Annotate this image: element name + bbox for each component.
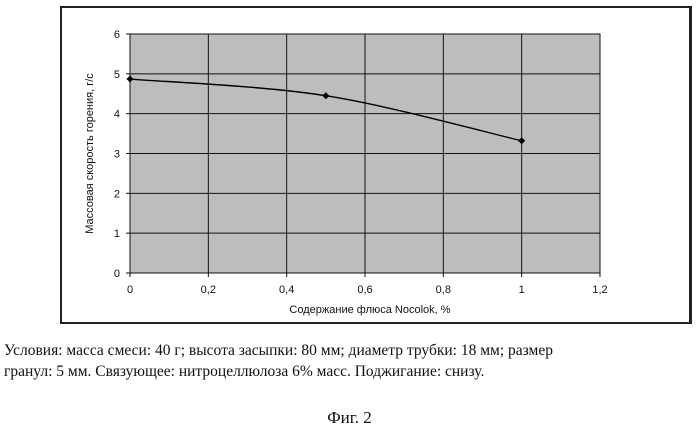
x-tick-label: 1,2: [592, 284, 607, 296]
y-tick-label: 4: [114, 109, 120, 121]
x-tick-label: 0: [127, 284, 133, 296]
x-tick-label: 0,8: [436, 284, 451, 296]
caption-line-1: Условия: масса смеси: 40 г; высота засып…: [4, 340, 694, 361]
y-tick-label: 1: [114, 228, 120, 240]
x-tick-label: 0,6: [357, 284, 372, 296]
y-tick-label: 0: [114, 268, 120, 280]
y-tick-labels: 0 1 2 3 4 5 6: [114, 29, 120, 280]
y-axis-title: Массовая скорость горения, г/с: [84, 73, 96, 234]
x-tick-label: 0,4: [279, 284, 294, 296]
x-tick-label: 1: [519, 284, 525, 296]
caption-line-2: гранул: 5 мм. Связующее: нитроцеллюлоза …: [4, 361, 694, 382]
y-tick-label: 2: [114, 188, 120, 200]
figure-caption: Условия: масса смеси: 40 г; высота засып…: [4, 340, 694, 382]
x-tick-labels: 0 0,2 0,4 0,6 0,8 1 1,2: [127, 284, 608, 296]
x-tick-label: 0,2: [201, 284, 216, 296]
y-tick-label: 5: [114, 69, 120, 81]
y-tick-label: 6: [114, 29, 120, 41]
line-chart: 0 0,2 0,4 0,6 0,8 1 1,2 0 1 2 3 4 5 6 Содержание флю…: [0, 0, 699, 330]
x-axis-title: Содержание флюса Nocolok, %: [289, 304, 450, 316]
figure-label: Фиг. 2: [0, 408, 699, 428]
y-tick-label: 3: [114, 149, 120, 161]
